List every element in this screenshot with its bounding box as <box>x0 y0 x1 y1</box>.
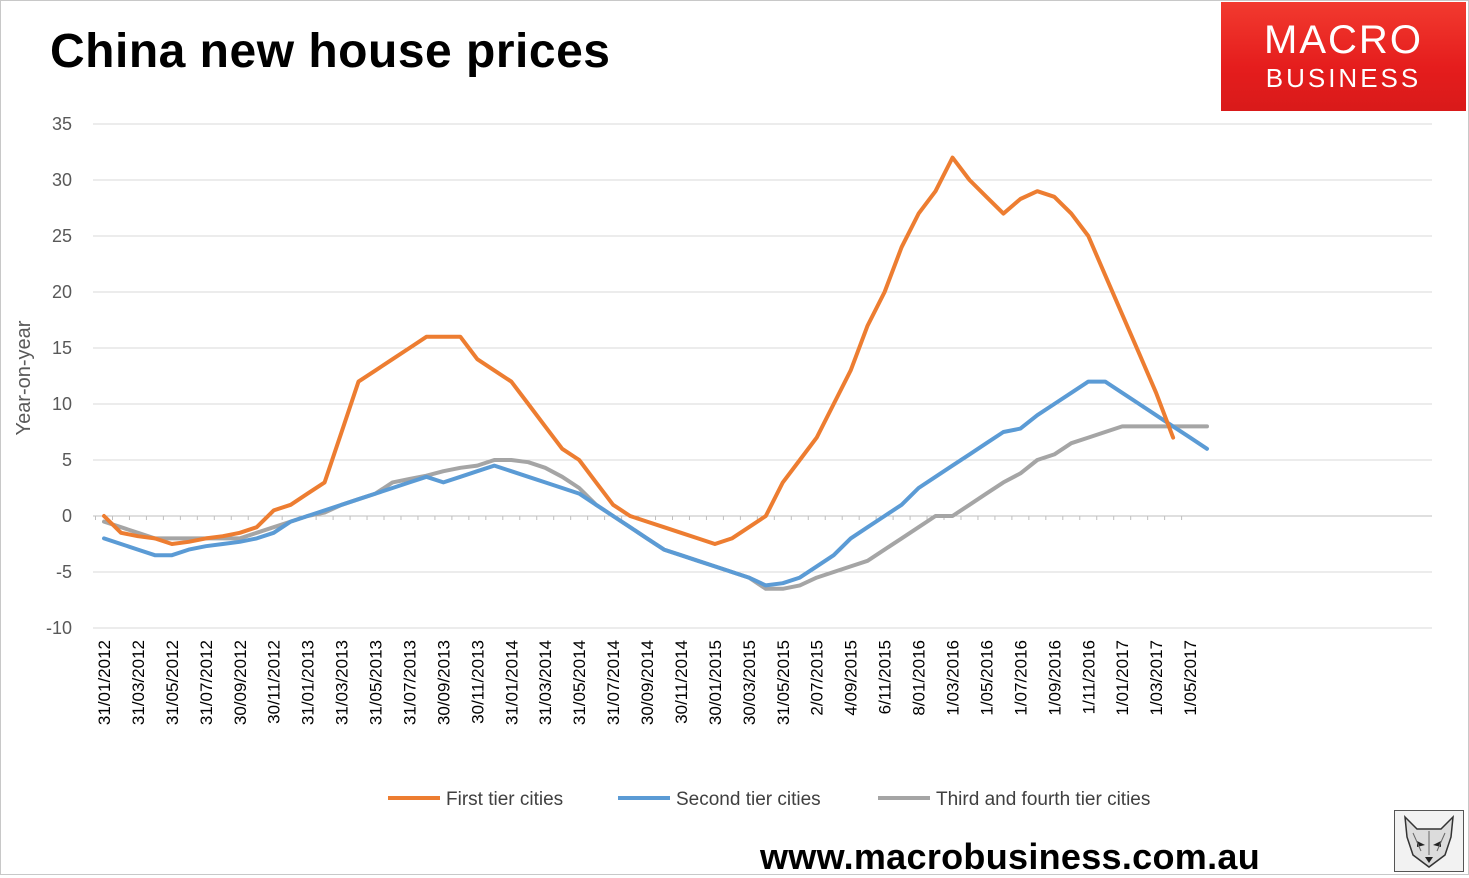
y-tick-label: -5 <box>56 562 72 582</box>
x-tick-label: 30/09/2013 <box>434 640 453 725</box>
x-tick-label: 1/01/2017 <box>1113 640 1132 716</box>
legend-label: First tier cities <box>446 789 563 810</box>
x-tick-label: 31/07/2014 <box>604 640 623 725</box>
x-tick-label: 30/03/2015 <box>740 640 759 725</box>
series-line-3 <box>102 424 1209 591</box>
x-tick-label: 30/01/2015 <box>706 640 725 725</box>
y-tick-label: 15 <box>52 338 72 358</box>
y-tick-label: 30 <box>52 170 72 190</box>
x-tick-label: 31/03/2014 <box>536 640 555 725</box>
x-tick-label: 31/03/2013 <box>333 640 352 725</box>
y-tick-label: 0 <box>62 506 72 526</box>
x-tick-label: 1/03/2017 <box>1147 640 1166 716</box>
y-tick-label: 25 <box>52 226 72 246</box>
x-tick-label: 2/07/2015 <box>808 640 827 716</box>
legend-label: Second tier cities <box>676 789 821 810</box>
x-tick-label: 1/05/2016 <box>977 640 996 716</box>
macrobusiness-logo: MACRO BUSINESS <box>1221 2 1466 111</box>
x-tick-label: 31/03/2012 <box>129 640 148 725</box>
legend-label: Third and fourth tier cities <box>936 789 1150 810</box>
gridlines <box>93 123 1432 629</box>
x-tick-label: 30/11/2012 <box>265 640 284 724</box>
legend-item-3: Third and fourth tier cities <box>878 789 1150 810</box>
chart-title: China new house prices <box>50 25 611 78</box>
x-tick-label: 31/05/2012 <box>163 640 182 725</box>
y-tick-label: -10 <box>46 618 72 638</box>
y-tick-label: 5 <box>62 450 72 470</box>
series-line-2 <box>102 379 1209 588</box>
legend-item-1: First tier cities <box>388 789 563 810</box>
y-tick-label: 20 <box>52 282 72 302</box>
x-tick-label: 1/11/2016 <box>1079 640 1098 714</box>
y-tick-label: 35 <box>52 114 72 134</box>
x-tick-label: 30/11/2013 <box>468 640 487 724</box>
x-tick-label: 8/01/2016 <box>910 640 929 716</box>
x-tick-label: 31/01/2013 <box>299 640 318 725</box>
x-tick-label: 30/09/2014 <box>638 640 657 725</box>
x-tick-label: 1/05/2017 <box>1181 640 1200 716</box>
x-tick-label: 31/07/2012 <box>197 640 216 725</box>
x-tick-label: 4/09/2015 <box>842 640 861 716</box>
x-tick-label: 1/03/2016 <box>944 640 963 716</box>
x-tick-label: 31/05/2014 <box>570 640 589 725</box>
x-tick-label: 31/01/2012 <box>95 640 114 725</box>
legend: First tier cities Second tier cities Third… <box>388 789 1150 810</box>
x-tick-label: 31/07/2013 <box>400 640 419 725</box>
website-url: www.macrobusiness.com.au <box>760 836 1261 877</box>
y-tick-label: 10 <box>52 394 72 414</box>
x-tick-label: 30/11/2014 <box>672 640 691 724</box>
x-axis-ticks: 31/01/2012 31/03/2012 31/05/2012 31/07/2012… <box>95 640 1200 725</box>
y-axis-ticks: 35 30 25 20 15 10 5 0 -5 -10 <box>46 114 72 638</box>
x-tick-label: 31/01/2014 <box>502 640 521 725</box>
logo-line-1: MACRO <box>1264 18 1423 62</box>
x-tick-label: 31/05/2015 <box>774 640 793 725</box>
logo-line-2: BUSINESS <box>1265 63 1422 93</box>
fox-emblem <box>1394 810 1464 872</box>
x-tick-label: 31/05/2013 <box>367 640 386 725</box>
x-tick-label: 1/09/2016 <box>1045 640 1064 716</box>
y-axis-label: Year-on-year <box>13 320 35 435</box>
series-line-1 <box>102 155 1176 546</box>
fox-icon <box>1404 814 1454 868</box>
x-tick-label: 30/09/2012 <box>231 640 250 725</box>
legend-item-2: Second tier cities <box>618 789 821 810</box>
series-lines <box>102 155 1209 591</box>
x-tick-label: 6/11/2015 <box>876 640 895 714</box>
x-tick-label: 1/07/2016 <box>1011 640 1030 716</box>
